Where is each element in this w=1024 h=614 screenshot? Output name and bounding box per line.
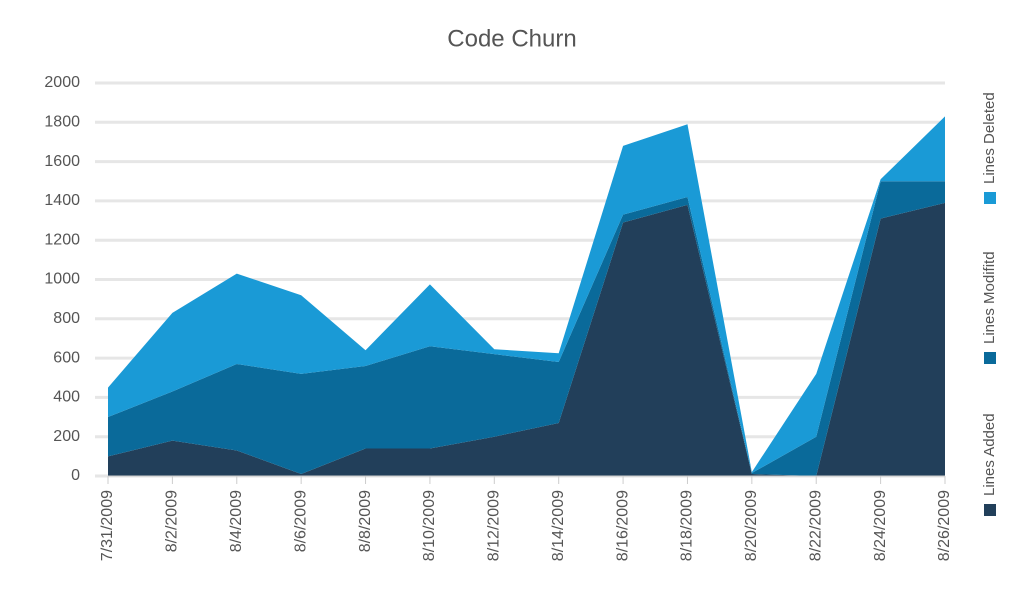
x-tick-label: 8/6/2009 [292,490,309,552]
y-tick-label: 600 [53,349,80,366]
legend-swatch [984,504,996,516]
y-tick-label: 400 [53,389,80,406]
y-tick-label: 800 [53,310,80,327]
x-tick-label: 8/4/2009 [228,490,245,552]
y-tick-label: 1400 [44,192,80,209]
x-tick-label: 8/24/2009 [872,490,889,561]
x-tick-label: 8/22/2009 [807,490,824,561]
y-tick-label: 1600 [44,153,80,170]
x-tick-label: 8/8/2009 [357,490,374,552]
x-tick-label: 8/26/2009 [936,490,953,561]
y-tick-label: 1200 [44,231,80,248]
legend-label: Lines Added [981,413,998,496]
y-tick-label: 1000 [44,271,80,288]
legend-label: Lines Deleted [981,92,998,184]
area [108,181,945,476]
y-tick-label: 1800 [44,114,80,131]
legend-swatch [984,192,996,204]
legend-swatch [984,352,996,364]
y-tick-label: 2000 [44,74,80,91]
y-tick-label: 200 [53,428,80,445]
x-tick-label: 8/14/2009 [550,490,567,561]
legend-label: Lines Modifitd [981,251,998,344]
area [108,116,945,474]
area [108,202,945,477]
x-tick-label: 8/10/2009 [421,490,438,561]
x-tick-label: 8/12/2009 [486,490,503,561]
chart-title: Code Churn [447,25,576,52]
x-tick-label: 7/31/2009 [99,490,116,561]
x-tick-label: 8/2/2009 [164,490,181,552]
x-tick-label: 8/16/2009 [614,490,631,561]
y-tick-label: 0 [71,467,80,484]
x-tick-label: 8/20/2009 [743,490,760,561]
x-tick-label: 8/18/2009 [679,490,696,561]
